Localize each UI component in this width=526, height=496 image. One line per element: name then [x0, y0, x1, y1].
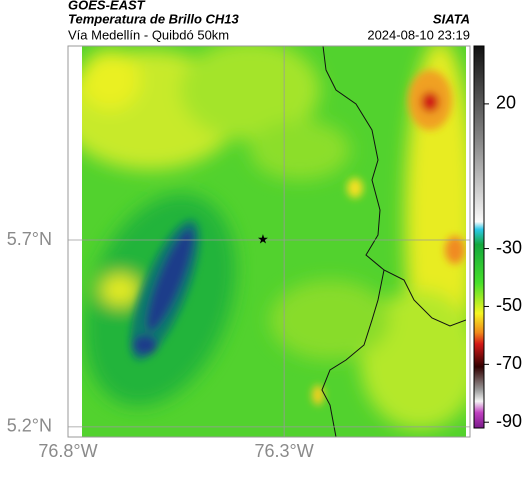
satellite-image [82, 46, 466, 437]
source: SIATA [433, 11, 470, 26]
colorbar-tick-label: -70 [496, 353, 522, 373]
colorbar-tick-label: -90 [496, 411, 522, 431]
lon-tick-label: 76.3°W [255, 441, 314, 461]
title: GOES-EAST [68, 0, 146, 12]
subtitle: Temperatura de Brillo CH13 [68, 11, 240, 26]
colorbar-tick-label: -50 [496, 295, 522, 315]
timestamp: 2024-08-10 23:19 [367, 27, 470, 42]
map-frame [67, 45, 471, 438]
lat-tick-label: 5.7°N [7, 229, 52, 249]
colorbar-tick-label: -30 [496, 237, 522, 257]
lon-tick-label: 76.8°W [38, 441, 97, 461]
station-marker: ★ [257, 231, 269, 246]
lat-tick-label: 5.2°N [7, 416, 52, 436]
colorbar [473, 45, 485, 429]
route: Vía Medellín - Quibdó 50km [68, 27, 229, 42]
colorbar-tick-label: 20 [496, 93, 516, 113]
